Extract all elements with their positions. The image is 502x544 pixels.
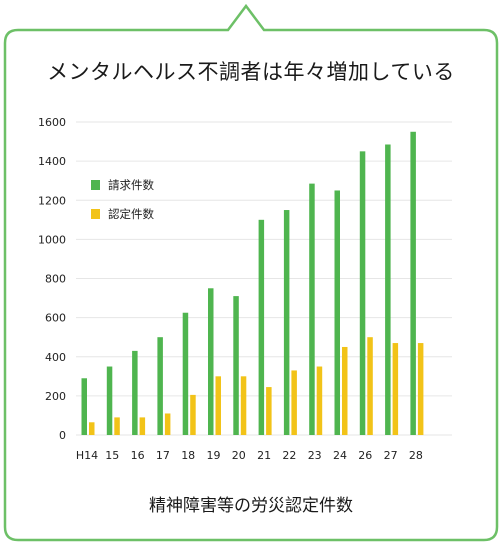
bar-claims-16	[132, 350, 138, 435]
y-tick-label: 1600	[38, 116, 66, 129]
legend-swatch-certified	[91, 209, 100, 219]
y-tick-label: 200	[45, 390, 66, 403]
bar-certified-20	[240, 376, 247, 435]
bar-claims-28	[410, 131, 416, 435]
bar-certified-26	[367, 337, 373, 435]
x-tick-label: 19	[207, 449, 221, 462]
bar-certified-17	[164, 413, 171, 435]
y-tick-label: 800	[45, 273, 66, 286]
bars	[81, 131, 424, 435]
bar-certified-24	[342, 346, 348, 435]
bar-claims-26	[359, 151, 366, 435]
x-tick-label: 17	[156, 449, 170, 462]
y-tick-label: 1400	[38, 155, 66, 168]
bar-certified-H14	[89, 422, 95, 435]
x-tick-label: 15	[105, 449, 119, 462]
bar-certified-27	[392, 343, 399, 435]
bar-certified-16	[139, 417, 146, 435]
x-tick-label: 24	[333, 449, 347, 462]
legend-label-claims: 請求件数	[108, 178, 154, 192]
y-tick-label: 1000	[38, 233, 66, 246]
bar-claims-17	[157, 337, 163, 435]
bar-claims-21	[258, 219, 265, 435]
x-tick-label: 28	[409, 449, 423, 462]
speech-bubble-border	[3, 3, 499, 542]
bar-certified-28	[417, 343, 424, 435]
x-tick-label: 26	[358, 449, 372, 462]
bar-certified-23	[316, 366, 323, 435]
x-tick-label: 23	[308, 449, 322, 462]
bar-claims-24	[334, 190, 340, 435]
bar-claims-15	[106, 366, 113, 435]
y-tick-label: 1200	[38, 194, 66, 207]
bar-claims-22	[283, 210, 290, 435]
y-tick-label: 0	[59, 429, 66, 442]
y-tick-label: 400	[45, 351, 66, 364]
x-tick-label: H14	[76, 449, 98, 462]
y-tick-label: 600	[45, 312, 66, 325]
x-tick-label: 16	[131, 449, 145, 462]
bar-certified-18	[190, 394, 196, 435]
x-tick-label: 20	[232, 449, 246, 462]
x-tick-label: 22	[282, 449, 296, 462]
bar-certified-21	[266, 387, 272, 435]
bar-claims-18	[182, 312, 189, 435]
bar-claims-27	[385, 144, 391, 435]
bar-claims-H14	[81, 378, 87, 435]
page-title: メンタルヘルス不調者は年々増加している	[47, 60, 455, 84]
x-tick-label: 21	[257, 449, 271, 462]
bar-certified-22	[291, 370, 297, 435]
axis-labels: 0 200 400 600 800 1000 1200 1400 1600 H14 15 16 17 18…	[38, 116, 423, 462]
bar-claims-20	[233, 296, 239, 435]
bar-claims-23	[309, 183, 315, 435]
bar-claims-19	[208, 288, 214, 435]
bar-certified-19	[215, 376, 221, 435]
legend-label-certified: 認定件数	[108, 207, 154, 221]
bar-certified-15	[114, 417, 120, 435]
x-tick-label: 27	[384, 449, 398, 462]
legend: 請求件数 認定件数	[91, 178, 154, 221]
legend-swatch-claims	[91, 180, 100, 190]
x-tick-label: 18	[181, 449, 195, 462]
chart-caption: 精神障害等の労災認定件数	[149, 496, 353, 516]
